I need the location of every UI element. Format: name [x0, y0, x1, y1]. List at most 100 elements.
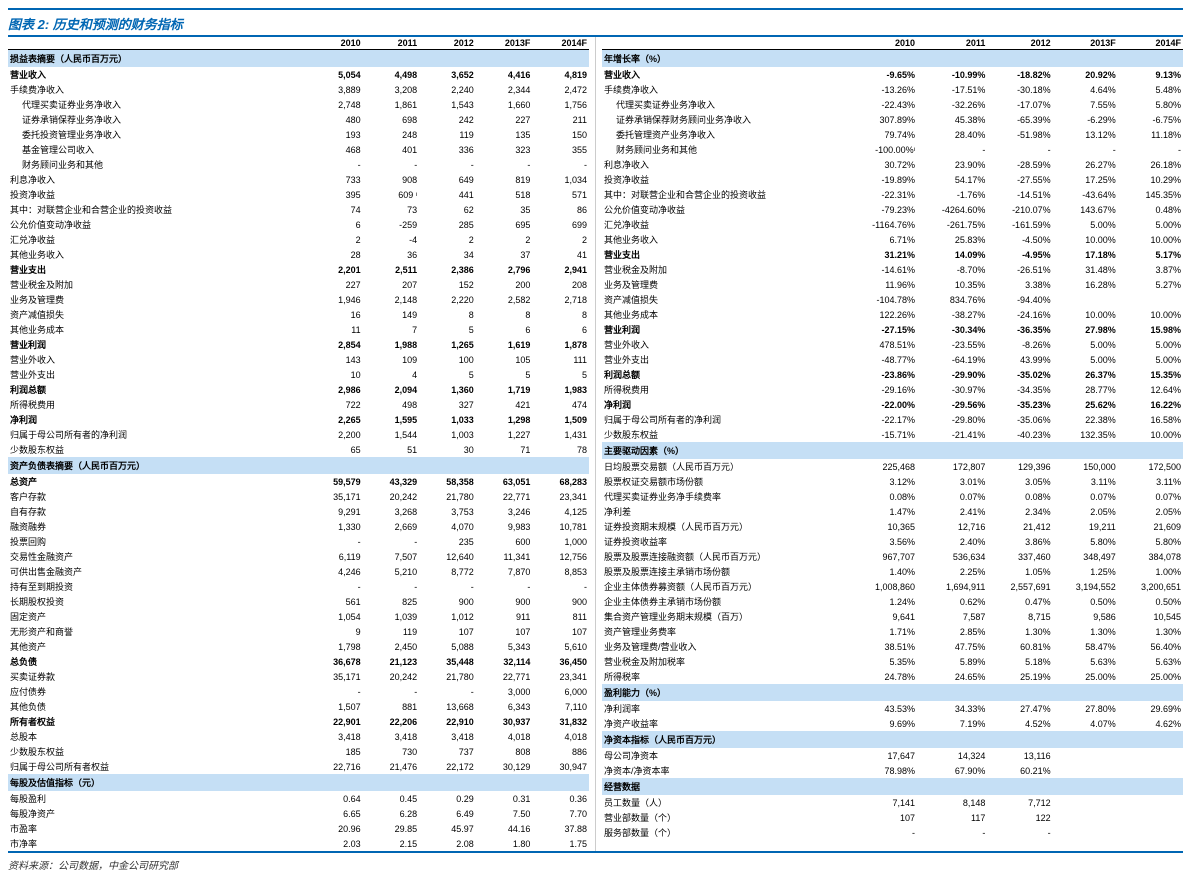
cell-value: 122.26% — [848, 307, 917, 322]
cell-value — [1118, 748, 1183, 763]
row-label: 营业税金及附加 — [602, 262, 848, 277]
cell-value: 6,343 — [476, 699, 533, 714]
cell-value: 107 — [476, 624, 533, 639]
table-row: 营业支出2,2012,5112,3862,7962,941 — [8, 262, 589, 277]
table-row: 代理买卖证券业务净手续费率0.08%0.07%0.08%0.07%0.07% — [602, 489, 1183, 504]
cell-value: 1,330 — [306, 519, 363, 534]
cell-value: 2,669 — [363, 519, 420, 534]
cell-value: 1.24% — [848, 594, 917, 609]
table-row: 利润总额2,9862,0941,3601,7191,983 — [8, 382, 589, 397]
table-title: 图表 2: 历史和预测的财务指标 — [8, 17, 183, 32]
cell-value: 348,497 — [1053, 549, 1118, 564]
cell-value: 23,341 — [532, 489, 589, 504]
cell-value: 1.30% — [1118, 624, 1183, 639]
table-row: 应付债券---3,0006,000 — [8, 684, 589, 699]
cell-value: 145.35% — [1118, 187, 1183, 202]
cell-value: 11.18% — [1118, 127, 1183, 142]
cell-value: 71 — [476, 442, 533, 457]
cell-value: 248 — [363, 127, 420, 142]
cell-value: 1,003 — [419, 427, 476, 442]
table-row: 营业外支出-48.77%-64.19%43.99%5.00%5.00% — [602, 352, 1183, 367]
cell-value: 43.99% — [987, 352, 1052, 367]
cell-value: 45.38% — [917, 112, 987, 127]
cell-value: 5.63% — [1118, 654, 1183, 669]
cell-value: 480 — [306, 112, 363, 127]
year-header: 2013F — [476, 37, 533, 50]
cell-value: 21,123 — [363, 654, 420, 669]
table-row: 净资产收益率9.69%7.19%4.52%4.07%4.62% — [602, 716, 1183, 731]
cell-value: 1,265 — [419, 337, 476, 352]
cell-value: 25.62% — [1053, 397, 1118, 412]
cell-value: 695 — [476, 217, 533, 232]
cell-value: 25.00% — [1053, 669, 1118, 684]
table-row: 营业支出31.21%14.09%-4.95%17.18%5.17% — [602, 247, 1183, 262]
cell-value: 2,796 — [476, 262, 533, 277]
table-row: 营业税金及附加227207152200208 — [8, 277, 589, 292]
cell-value: 1,694,911 — [917, 579, 987, 594]
cell-value: 1,595 — [363, 412, 420, 427]
cell-value: 323 — [476, 142, 533, 157]
row-label: 证券投资期末规模（人民币百万元） — [602, 519, 848, 534]
cell-value: 2,200 — [306, 427, 363, 442]
cell-value: 62 — [419, 202, 476, 217]
cell-value: 911 — [476, 609, 533, 624]
cell-value: 14.09% — [917, 247, 987, 262]
cell-value: 4.07% — [1053, 716, 1118, 731]
cell-value: 5 — [532, 367, 589, 382]
cell-value: 5.00% — [1118, 337, 1183, 352]
table-row: 资产负债表摘要（人民币百万元） — [8, 457, 589, 474]
cell-value — [1118, 825, 1183, 840]
cell-value: 5.27% — [1118, 277, 1183, 292]
cell-value: 6.71% — [848, 232, 917, 247]
cell-value: 2,941 — [532, 262, 589, 277]
cell-value: 2,511 — [363, 262, 420, 277]
cell-value: 34 — [419, 247, 476, 262]
table-row: 营业利润2,8541,9881,2651,6191,878 — [8, 337, 589, 352]
cell-value: 0.62% — [917, 594, 987, 609]
cell-value: 9,983 — [476, 519, 533, 534]
table-row: 每股净资产6.656.286.497.507.70 — [8, 806, 589, 821]
cell-value: 107 — [848, 810, 917, 825]
cell-value — [1053, 292, 1118, 307]
cell-value: 20,242 — [363, 669, 420, 684]
cell-value: 225,468 — [848, 459, 917, 474]
row-label: 证券承销保荐财务顾问业务净收入 — [602, 112, 848, 127]
cell-value: 3,246 — [476, 504, 533, 519]
row-label: 证券承销保荐业务净收入 — [8, 112, 306, 127]
cell-value: 78 — [532, 442, 589, 457]
cell-value: 105 — [476, 352, 533, 367]
cell-value: 0.48% — [1118, 202, 1183, 217]
row-label: 自有存款 — [8, 504, 306, 519]
cell-value: 2.03 — [306, 836, 363, 851]
row-label: 其中：对联营企业和合营企业的投资收益 — [8, 202, 306, 217]
cell-value: 5,054 — [306, 67, 363, 82]
table-row: 基金管理公司收入468401336323355 — [8, 142, 589, 157]
cell-value: -24.16% — [987, 307, 1052, 322]
cell-value: 4.52% — [987, 716, 1052, 731]
cell-value: 68,283 — [532, 474, 589, 489]
cell-value: 16 — [306, 307, 363, 322]
cell-value: 13,668 — [419, 699, 476, 714]
cell-value: 135 — [476, 127, 533, 142]
year-header: 2011 — [363, 37, 420, 50]
row-label: 营业外支出 — [8, 367, 306, 382]
cell-value: 384,078 — [1118, 549, 1183, 564]
cell-value: 86 — [532, 202, 589, 217]
row-label: 净资产收益率 — [602, 716, 848, 731]
cell-value: 2,854 — [306, 337, 363, 352]
cell-value: 25.19% — [987, 669, 1052, 684]
table-row: 员工数量（人）7,1418,1487,712 — [602, 795, 1183, 810]
row-label: 其他业务收入 — [602, 232, 848, 247]
cell-value: 9,641 — [848, 609, 917, 624]
cell-value: 22,771 — [476, 489, 533, 504]
cell-value: 36,678 — [306, 654, 363, 669]
cell-value: -4 — [363, 232, 420, 247]
row-label: 买卖证券款 — [8, 669, 306, 684]
cell-value: 1.30% — [987, 624, 1052, 639]
cell-value: -14.51% — [987, 187, 1052, 202]
table-row: 公允价值变动净收益-79.23%-4264.60%-210.07%143.67%… — [602, 202, 1183, 217]
cell-value: 2,557,691 — [987, 579, 1052, 594]
table-row: 可供出售金融资产4,2465,2108,7727,8708,853 — [8, 564, 589, 579]
cell-value: 24.65% — [917, 669, 987, 684]
cell-value: 10.00% — [1118, 307, 1183, 322]
